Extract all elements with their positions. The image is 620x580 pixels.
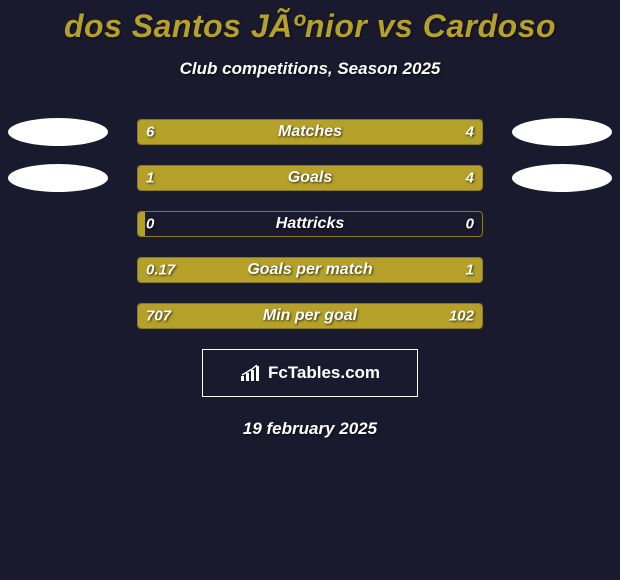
stat-label: Goals per match: [247, 261, 372, 279]
stat-value-right: 1: [466, 262, 474, 279]
stat-bar: 1 Goals 4: [137, 165, 483, 191]
subtitle: Club competitions, Season 2025: [0, 59, 620, 79]
chart-icon: [240, 364, 262, 382]
stat-bar: 707 Min per goal 102: [137, 303, 483, 329]
logo-text: FcTables.com: [268, 363, 380, 383]
stat-value-left: 707: [146, 308, 171, 325]
comparison-card: dos Santos JÃºnior vs Cardoso Club compe…: [0, 0, 620, 439]
player-left-oval: [8, 164, 108, 192]
stat-label: Hattricks: [276, 215, 344, 233]
stat-row: 6 Matches 4: [0, 119, 620, 145]
player-right-oval: [512, 118, 612, 146]
stat-row: 1 Goals 4: [0, 165, 620, 191]
stat-bar: 6 Matches 4: [137, 119, 483, 145]
stat-value-right: 4: [466, 170, 474, 187]
stat-row: 707 Min per goal 102: [0, 303, 620, 329]
page-title: dos Santos JÃºnior vs Cardoso: [0, 8, 620, 45]
stat-value-right: 102: [449, 308, 474, 325]
stat-bar: 0 Hattricks 0: [137, 211, 483, 237]
stat-value-left: 0: [146, 216, 154, 233]
logo-box[interactable]: FcTables.com: [202, 349, 418, 397]
stat-row: 0 Hattricks 0: [0, 211, 620, 237]
stat-label: Goals: [288, 169, 332, 187]
stat-bar: 0.17 Goals per match 1: [137, 257, 483, 283]
stat-label: Matches: [278, 123, 342, 141]
date-text: 19 february 2025: [0, 419, 620, 439]
player-left-oval: [8, 118, 108, 146]
stat-value-left: 0.17: [146, 262, 175, 279]
stat-value-right: 4: [466, 124, 474, 141]
stat-value-right: 0: [466, 216, 474, 233]
stat-value-left: 6: [146, 124, 154, 141]
bar-left-fill: [138, 212, 145, 236]
bar-right-fill: [207, 166, 482, 190]
stat-value-left: 1: [146, 170, 154, 187]
stat-label: Min per goal: [263, 307, 357, 325]
chart-area: 6 Matches 4 1 Goals 4 0 Hattricks: [0, 119, 620, 329]
player-right-oval: [512, 164, 612, 192]
stat-row: 0.17 Goals per match 1: [0, 257, 620, 283]
